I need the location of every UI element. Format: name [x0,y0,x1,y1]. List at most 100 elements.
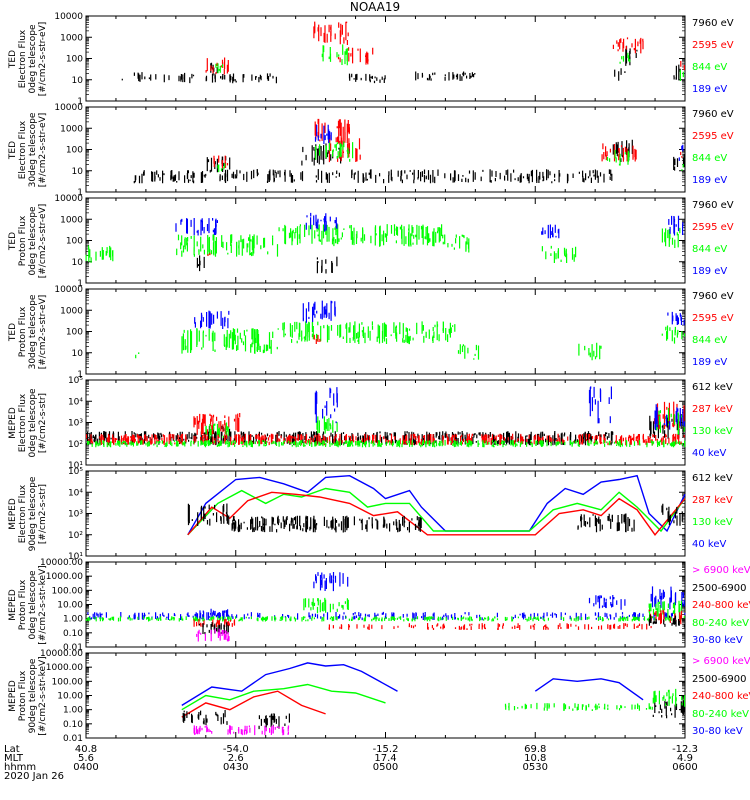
y-tick-label: 10 [72,349,84,359]
y-tick-label: 1000 [60,306,83,316]
y-tick-label: 10000 [54,194,83,204]
y-axis-label-line: MEPED [8,406,18,439]
y-tick-label: 10² [68,531,83,541]
series-marks-green [277,321,456,345]
series-marks-black [258,713,290,730]
y-axis-label-line: 0deg telescope [28,23,38,94]
channel-label: 7960 eV [692,200,734,211]
y-tick-label: 10⁵ [68,376,83,386]
y-tick-label: 1000 [60,33,83,43]
panel-frame-7 [85,561,686,648]
footer-lat-value: -54.0 [222,744,249,755]
series-marks-black [205,73,277,84]
panel-data-3 [85,212,684,274]
y-axis-label-line: [#/cm2-s-str-eV] [38,21,48,96]
y-tick-label: 100 [66,237,83,247]
series-marks-blue [668,215,684,236]
y-axis-label: MEPED Electron Flux 0deg telescope [#/cm2-s… [8,373,48,473]
series-marks-green [457,344,480,360]
panel-data-4 [135,300,686,361]
y-axis-label-line: [#/cm2-s-str-keV] [38,564,48,645]
y-tick-label: 1 [77,279,83,289]
series-line-blue [187,474,686,536]
series-marks-red [337,47,374,65]
series-marks-green [606,149,630,166]
footer-mlt-value: 5.6 [78,753,94,764]
y-tick-label: 1000 [60,124,83,134]
channel-label: 7960 eV [692,291,734,302]
y-axis-label-line: Electron Flux [18,29,28,88]
series-marks-blue [175,218,218,236]
series-marks-green [578,342,602,361]
y-tick-label: 1.00 [63,706,83,716]
y-tick-label: 1000.00 [46,663,83,673]
y-axis-label-line: Proton Flux [18,670,28,721]
series-marks-black [187,503,230,526]
y-axis-label-line: MEPED [8,588,18,621]
series-marks-blue [588,386,612,424]
y-tick-label: 1000 [60,215,83,225]
channel-label: 40 keV [692,448,727,459]
footer-lat-value: -12.3 [672,744,698,755]
series-marks-black [652,700,685,719]
y-axis-label-line: Electron Flux [18,120,28,179]
channel-label: 7960 eV [692,18,734,29]
y-tick-label: 1000.00 [46,572,83,582]
channel-label: 240-800 keV [692,691,750,702]
y-tick-label: 1.00 [63,615,83,625]
series-marks-green [661,227,681,248]
y-axis-label: TED Electron Flux 0deg telescope [#/cm2-s-s… [8,9,48,109]
footer-mlt-value: 4.9 [677,753,693,764]
series-marks-red [680,61,685,71]
series-marks-green [648,600,682,621]
footer-hhmm-value: 0600 [672,762,698,773]
y-axis-label-line: 0deg telescope [28,387,38,458]
y-axis-label-line: Proton Flux [18,579,28,630]
y-axis-label-line: [#/cm2-s-str-eV] [38,294,48,369]
series-marks-blue [305,212,338,232]
channel-label: 844 eV [692,335,728,346]
series-marks-black [673,154,685,171]
series-marks-green [321,44,349,66]
footer-hhmm-value: 0500 [372,762,399,773]
series-marks-green [447,234,470,253]
y-axis-label-line: TED [8,322,18,341]
y-axis-label-line: MEPED [8,497,18,530]
y-tick-label: 0.10 [63,720,83,730]
footer-mlt-value: 10.8 [524,753,547,764]
channel-label: 189 eV [692,357,728,368]
panel-data-8 [181,662,686,736]
series-marks-green [316,416,338,434]
channel-label: 30-80 keV [692,726,743,737]
y-tick-label: 100 [66,55,83,65]
series-marks-red [207,252,211,256]
y-axis-label-line: 0deg telescope [28,569,38,640]
series-marks-magenta [196,628,230,642]
panel-data-5 [85,386,686,448]
series-line-green [187,487,686,536]
y-tick-label: 10³ [68,419,83,429]
channel-label: 844 eV [692,62,728,73]
channel-label: 7960 eV [692,109,734,120]
y-axis-label: MEPED Proton Flux 90deg telescope [#/cm2-s-… [8,646,48,746]
footer-hhmm-value: 0430 [223,762,249,773]
series-marks-green [217,163,226,173]
channel-label: 844 eV [692,153,728,164]
y-axis-label-line: [#/cm2-s-str-eV] [38,203,48,278]
series-marks-green [85,245,114,263]
y-axis-label: MEPED Electron Flux 90deg telescope [#/cm2-… [8,464,48,564]
series-marks-blue [302,300,336,323]
channel-label: 80-240 keV [692,708,750,720]
y-tick-label: 10000.00 [40,649,83,659]
series-marks-green [278,224,446,247]
y-tick-label: 10¹ [68,461,83,471]
series-marks-red [313,334,321,344]
series-marks-red [328,623,652,630]
y-axis-label-line: MEPED [8,679,18,712]
y-tick-label: 10 [72,258,84,268]
y-axis-label-line: 90deg telescope [28,476,38,551]
footer-hhmm-value: 0400 [73,762,99,773]
y-tick-label: 10000.00 [40,558,83,568]
series-marks-blue [87,611,686,621]
